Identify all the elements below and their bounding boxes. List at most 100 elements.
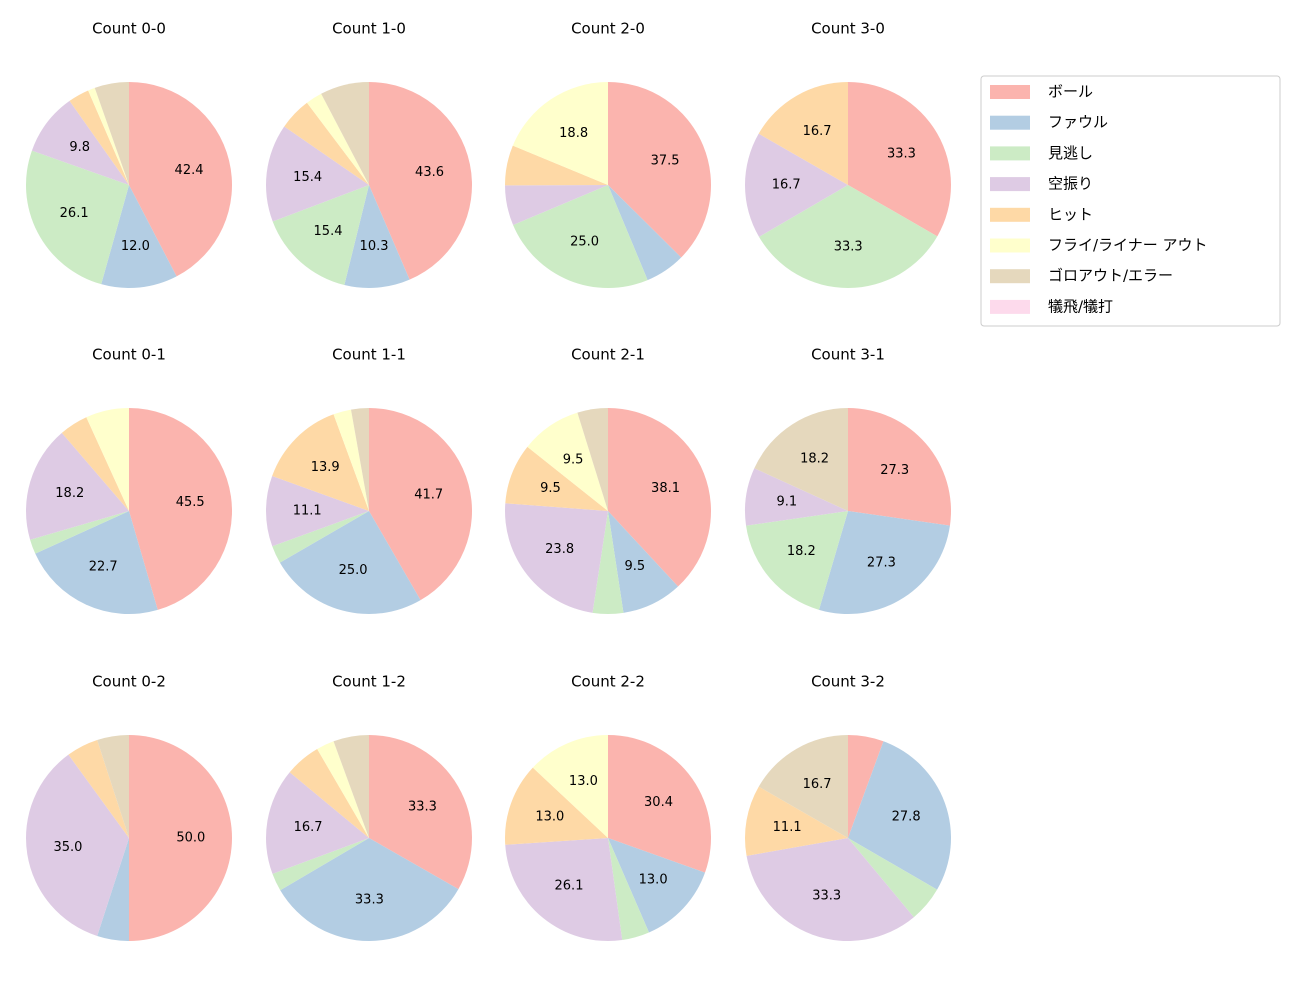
pie-slice [505, 503, 608, 613]
value-label: 16.7 [803, 777, 832, 792]
pie-slice [848, 408, 951, 526]
pie-slice [754, 408, 848, 511]
value-label: 16.7 [803, 124, 832, 139]
pie-slice [608, 511, 679, 613]
value-label: 43.6 [415, 165, 444, 180]
chart-title: Count 1-2 [332, 673, 406, 691]
value-label: 11.1 [773, 820, 802, 835]
value-label: 13.9 [311, 460, 340, 475]
pie-slice [505, 767, 608, 845]
value-label: 22.7 [89, 560, 118, 575]
legend-label: ファウル [1048, 113, 1108, 131]
pie-slice [848, 838, 938, 918]
chart-title: Count 3-1 [811, 346, 885, 364]
value-label: 12.0 [121, 239, 150, 254]
pie-slice [272, 414, 369, 511]
pie-slice [266, 126, 369, 222]
value-label: 42.4 [175, 163, 204, 178]
pie-slice [532, 735, 608, 838]
value-label: 10.3 [360, 239, 389, 254]
pie-slice [848, 741, 951, 890]
pie-slice [68, 740, 129, 838]
value-label: 9.8 [69, 140, 90, 155]
legend-label: フライ/ライナー アウト [1048, 236, 1208, 254]
chart-title: Count 2-0 [571, 20, 645, 38]
value-label: 26.1 [60, 206, 89, 221]
pie-slice [608, 82, 712, 258]
value-label: 33.3 [834, 239, 863, 254]
value-label: 9.5 [624, 559, 645, 574]
legend-label: 犠飛/犠打 [1048, 297, 1113, 315]
pie-slice [97, 838, 129, 941]
legend-swatch [990, 269, 1030, 284]
value-label: 37.5 [651, 154, 680, 169]
value-label: 15.4 [293, 170, 322, 185]
legend-swatch [990, 146, 1030, 161]
pie-slice [25, 432, 129, 540]
pie-slice [758, 735, 848, 838]
pie-slice [88, 87, 129, 185]
pie-slice [513, 185, 648, 288]
pie-slice [35, 511, 158, 614]
value-label: 18.2 [787, 544, 816, 559]
chart-title: Count 3-0 [811, 20, 885, 38]
pie-slice [350, 408, 369, 511]
pie-slice [284, 102, 369, 185]
value-label: 16.7 [294, 820, 323, 835]
pie-slice [289, 748, 369, 838]
legend-swatch [990, 238, 1030, 253]
pie-slice [31, 100, 129, 185]
value-label: 9.5 [540, 481, 561, 496]
pie-slice [333, 735, 369, 838]
value-label: 11.1 [293, 504, 322, 519]
pie-slice [321, 82, 369, 185]
pie-slice [746, 838, 914, 942]
pie-slice [306, 93, 369, 185]
pie-slice [129, 408, 233, 610]
pie-slice [101, 185, 177, 289]
pie-slice [505, 185, 608, 225]
pie-slice [317, 741, 369, 838]
chart-title: Count 0-1 [92, 346, 166, 364]
pie-slice [344, 185, 410, 289]
value-label: 16.7 [772, 178, 801, 193]
value-label: 13.0 [569, 774, 598, 789]
value-label: 9.5 [563, 452, 584, 467]
value-label: 27.3 [867, 555, 896, 570]
pie-slice [746, 511, 848, 610]
pie-slice [30, 511, 129, 554]
pie-slice [818, 511, 950, 614]
pie-slice [369, 408, 472, 601]
pie-slice [69, 90, 129, 185]
pie-slice [129, 82, 233, 277]
chart-title: Count 0-0 [92, 20, 166, 38]
pie-slice [266, 772, 369, 874]
value-label: 25.0 [570, 235, 599, 250]
pie-slice [505, 446, 608, 511]
value-label: 35.0 [53, 840, 82, 855]
pie-slice [848, 735, 884, 838]
legend-box [980, 75, 1281, 327]
pie-slice [505, 145, 608, 186]
pie-slice [745, 468, 848, 526]
value-label: 27.8 [892, 809, 921, 824]
value-label: 25.0 [339, 563, 368, 578]
pie-slice [608, 838, 705, 933]
pie-slice [26, 754, 129, 936]
value-label: 33.3 [408, 799, 437, 814]
pie-slice [608, 408, 712, 587]
value-label: 13.0 [639, 873, 668, 888]
pie-slice [94, 82, 129, 185]
legend-swatch [990, 85, 1030, 99]
pie-slice [61, 417, 129, 511]
value-label: 33.3 [355, 892, 384, 907]
pie-slice [266, 475, 369, 547]
pie-slice [745, 133, 848, 237]
value-label: 50.0 [176, 831, 205, 846]
pie-slice [577, 408, 608, 511]
value-label: 45.5 [176, 495, 205, 510]
value-label: 33.3 [812, 889, 841, 904]
value-label: 27.3 [880, 463, 909, 478]
chart-title: Count 2-2 [571, 673, 645, 691]
legend-swatch [990, 299, 1030, 314]
